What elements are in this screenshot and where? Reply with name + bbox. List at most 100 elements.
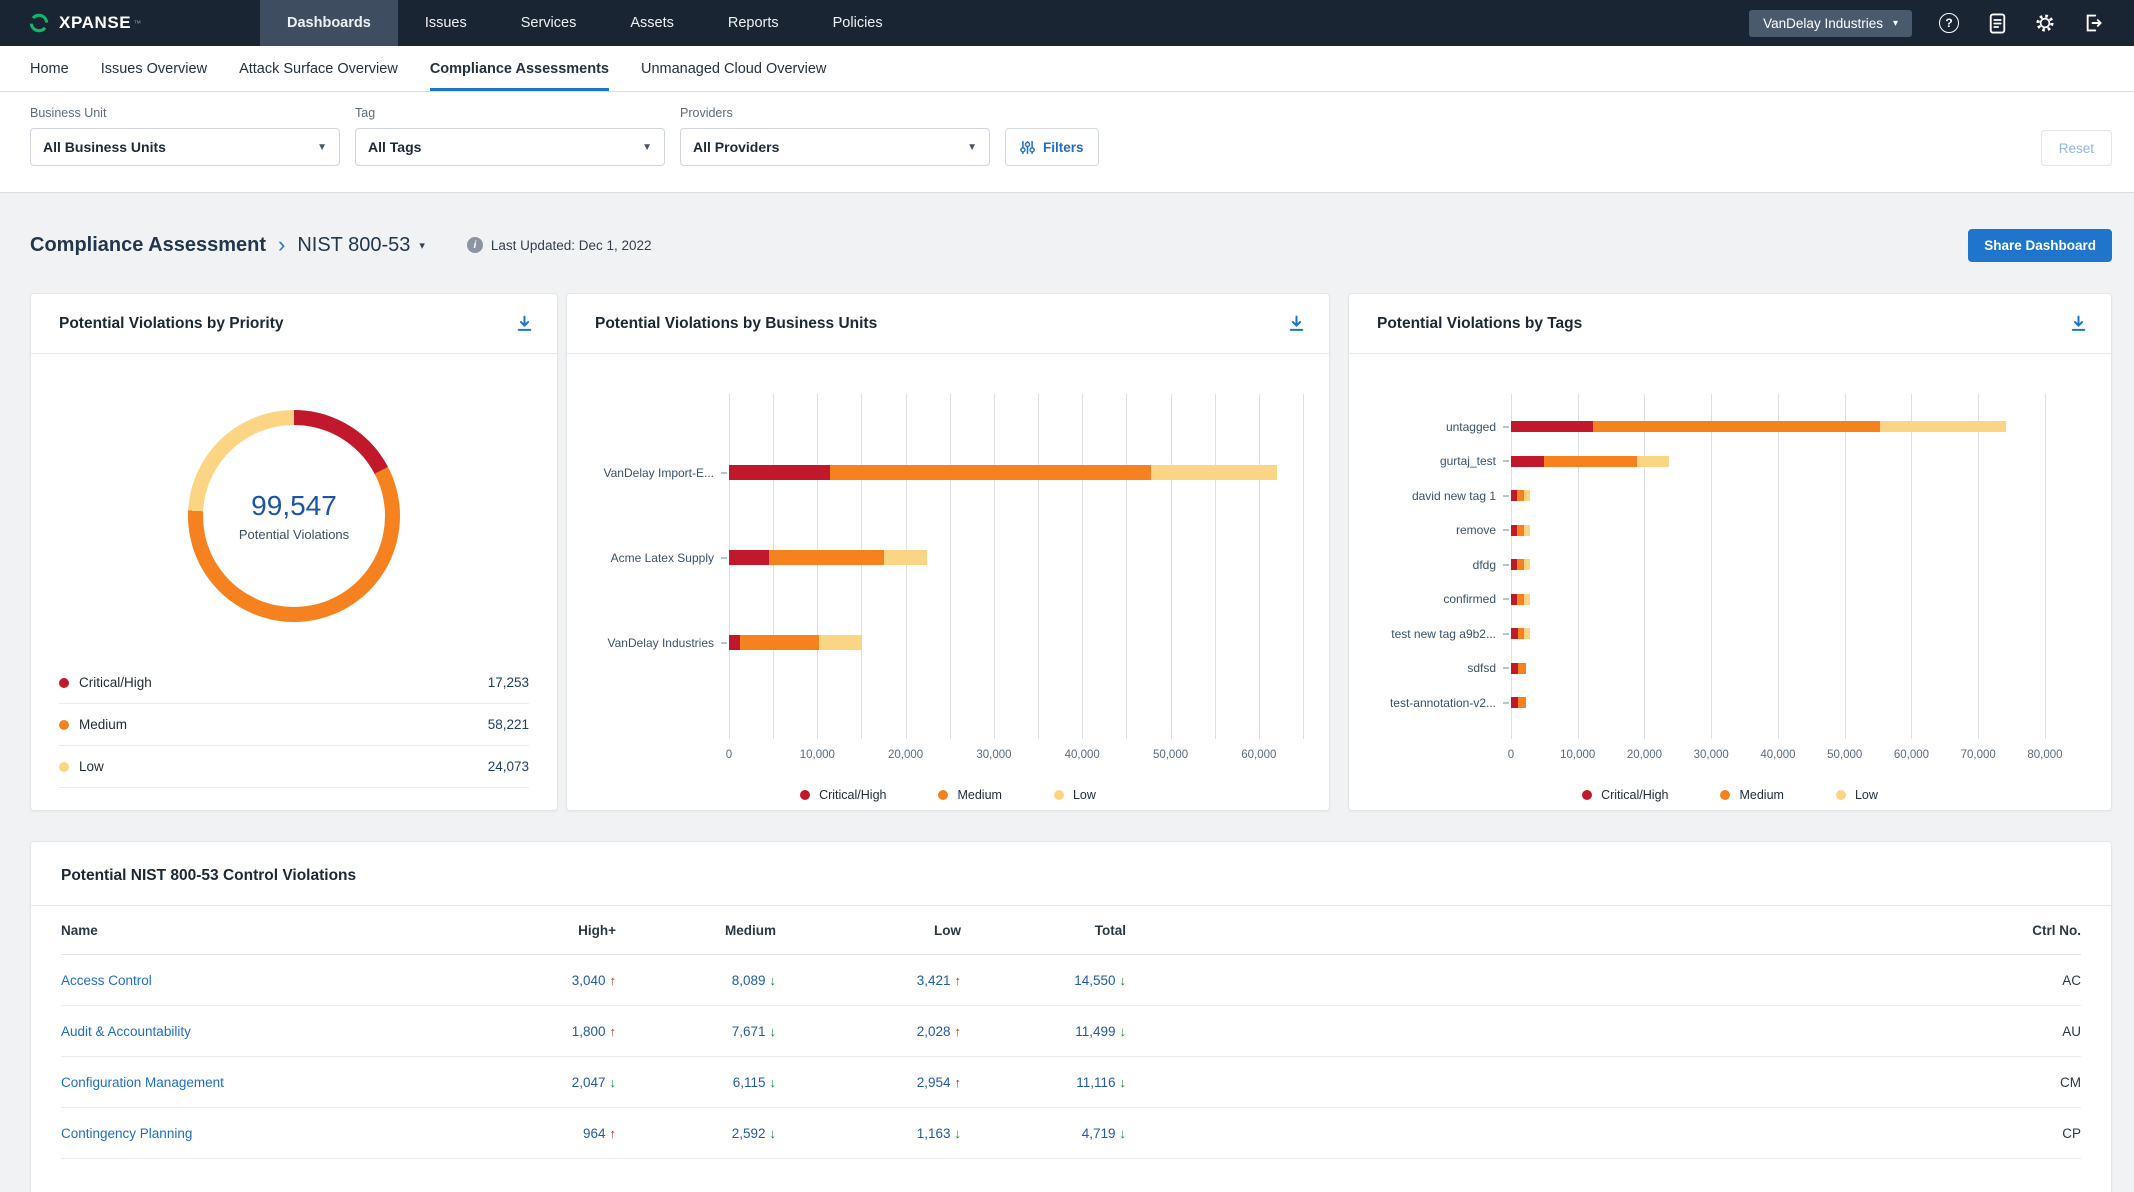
tab-compliance-assessments[interactable]: Compliance Assessments bbox=[429, 46, 609, 91]
settings-icon[interactable] bbox=[2034, 12, 2056, 34]
legend-item[interactable]: Medium bbox=[938, 788, 1002, 802]
download-icon[interactable] bbox=[1288, 315, 1305, 332]
legend-row[interactable]: Low 24,073 bbox=[59, 746, 529, 788]
bar-segment-critical-high[interactable] bbox=[729, 550, 769, 565]
legend-value: 17,253 bbox=[487, 675, 529, 690]
legend-row[interactable]: Critical/High 17,253 bbox=[59, 662, 529, 704]
ctrl-no-value: CP bbox=[2062, 1125, 2081, 1141]
account-switcher-button[interactable]: VanDelay Industries ▾ bbox=[1749, 9, 1912, 37]
bar-segment-medium[interactable] bbox=[768, 550, 884, 565]
trend-down-icon: ↓ bbox=[1119, 1125, 1127, 1141]
axis-label: 30,000 bbox=[1693, 749, 1729, 761]
legend-item[interactable]: Medium bbox=[1720, 788, 1784, 802]
reset-button[interactable]: Reset bbox=[2040, 130, 2112, 166]
bar-segment-low[interactable] bbox=[1523, 593, 1530, 605]
card-title: Potential Violations by Business Units bbox=[595, 314, 878, 332]
bar-segment-critical-high[interactable] bbox=[729, 635, 741, 650]
violations-table: Name High+ Medium Low Total Ctrl No. Access Co… bbox=[31, 906, 2111, 1159]
download-icon[interactable] bbox=[516, 315, 533, 332]
legend-row[interactable]: Medium 58,221 bbox=[59, 704, 529, 746]
business-unit-select[interactable]: All Business Units ▼ bbox=[30, 128, 340, 166]
bar-segment-medium[interactable] bbox=[1517, 628, 1525, 639]
bar-segment-critical-high[interactable] bbox=[1511, 490, 1517, 501]
trend-up-icon: ↑ bbox=[609, 972, 617, 988]
trend-down-icon: ↓ bbox=[1119, 972, 1127, 988]
high-value: 1,800 ↑ bbox=[571, 1023, 616, 1039]
help-icon[interactable]: ? bbox=[1938, 12, 1960, 34]
release-notes-icon[interactable] bbox=[1986, 12, 2008, 34]
nav-item-services[interactable]: Services bbox=[520, 15, 577, 31]
chevron-down-icon: ▼ bbox=[317, 141, 327, 153]
share-dashboard-button[interactable]: Share Dashboard bbox=[1968, 228, 2112, 262]
breadcrumb-root: Compliance Assessment bbox=[30, 233, 267, 256]
providers-select[interactable]: All Providers ▼ bbox=[680, 128, 990, 166]
nav-item-assets[interactable]: Assets bbox=[630, 15, 674, 31]
bar-segment-low[interactable] bbox=[1523, 524, 1530, 536]
breadcrumb-current: NIST 800-53 bbox=[297, 233, 411, 256]
tab-home[interactable]: Home bbox=[30, 60, 69, 77]
bar-segment-low[interactable] bbox=[819, 635, 863, 650]
tag-select[interactable]: All Tags ▼ bbox=[355, 128, 665, 166]
tab-unmanaged-cloud-overview[interactable]: Unmanaged Cloud Overview bbox=[641, 60, 827, 77]
tab-attack-surface-overview[interactable]: Attack Surface Overview bbox=[239, 60, 398, 77]
page-header: Compliance Assessment › NIST 800-53 ▾ i … bbox=[30, 223, 2112, 267]
legend-dot bbox=[938, 790, 949, 800]
bar-segment-critical-high[interactable] bbox=[1511, 697, 1518, 708]
legend-item[interactable]: Critical/High bbox=[1582, 788, 1668, 802]
info-icon[interactable]: i bbox=[466, 237, 483, 253]
bar-segment-critical-high[interactable] bbox=[1511, 628, 1518, 639]
legend-item[interactable]: Low bbox=[1053, 788, 1096, 802]
total-value: 14,550 ↓ bbox=[1074, 972, 1127, 988]
account-name: VanDelay Industries bbox=[1763, 15, 1883, 31]
bar-segment-low[interactable] bbox=[1637, 455, 1669, 467]
bar-segment-critical-high[interactable] bbox=[1511, 559, 1517, 570]
nav-item-dashboards[interactable]: Dashboards bbox=[260, 0, 398, 46]
filters-button[interactable]: Filters bbox=[1005, 128, 1099, 166]
axis-label: 0 bbox=[1507, 749, 1515, 761]
download-icon[interactable] bbox=[2070, 315, 2087, 332]
tag-label: Tag bbox=[355, 106, 376, 120]
bar-segment-low[interactable] bbox=[1524, 628, 1530, 639]
bar-segment-medium[interactable] bbox=[1593, 421, 1881, 432]
control-link[interactable]: Access Control bbox=[61, 972, 152, 988]
table-header-row: Name High+ Medium Low Total Ctrl No. bbox=[61, 906, 2081, 955]
chart-x-axis: 0 10,000 20,000 30,000 40,000 50,000 60,000 bbox=[726, 749, 1303, 767]
legend-item[interactable]: Low bbox=[1835, 788, 1878, 802]
bar-segment-low[interactable] bbox=[883, 550, 927, 565]
nav-item-reports[interactable]: Reports bbox=[727, 15, 779, 31]
bar-segment-medium[interactable] bbox=[1517, 662, 1526, 674]
bar-segment-medium[interactable] bbox=[740, 635, 820, 650]
priority-donut-chart[interactable]: 99,547 Potential Violations bbox=[188, 410, 400, 622]
bar-segment-low[interactable] bbox=[1523, 559, 1530, 570]
logout-icon[interactable] bbox=[2082, 12, 2104, 34]
bar-segment-medium[interactable] bbox=[1543, 455, 1638, 467]
control-link[interactable]: Audit & Accountability bbox=[61, 1023, 191, 1039]
bar-segment-low[interactable] bbox=[1880, 421, 2006, 432]
bar-segment-critical-high[interactable] bbox=[1511, 421, 1594, 432]
tab-issues-overview[interactable]: Issues Overview bbox=[100, 60, 208, 77]
brand-logo[interactable]: XPANSE ™ bbox=[0, 0, 260, 46]
legend-label: Critical/High bbox=[1601, 788, 1669, 802]
bar-segment-low[interactable] bbox=[1150, 465, 1277, 480]
bar-segment-critical-high[interactable] bbox=[1511, 524, 1517, 536]
framework-selector[interactable]: NIST 800-53 ▾ bbox=[297, 234, 425, 257]
nav-item-issues[interactable]: Issues bbox=[424, 15, 467, 31]
axis-label: 80,000 bbox=[2027, 749, 2063, 761]
bar-segment-medium[interactable] bbox=[1517, 697, 1526, 708]
medium-value: 8,089 ↓ bbox=[731, 972, 776, 988]
bar-segment-critical-high[interactable] bbox=[1511, 662, 1518, 674]
legend-item[interactable]: Critical/High bbox=[800, 788, 886, 802]
bar-segment-critical-high[interactable] bbox=[1511, 455, 1544, 467]
bar-segment-medium[interactable] bbox=[1517, 490, 1524, 501]
bar-segment-low[interactable] bbox=[1523, 490, 1530, 501]
bar-segment-medium[interactable] bbox=[830, 465, 1151, 480]
control-link[interactable]: Contingency Planning bbox=[61, 1125, 193, 1141]
nav-item-policies[interactable]: Policies bbox=[832, 15, 883, 31]
bar-segment-medium[interactable] bbox=[1517, 559, 1524, 570]
axis-label: 40,000 bbox=[1760, 749, 1796, 761]
control-link[interactable]: Configuration Management bbox=[61, 1074, 224, 1090]
bar-segment-medium[interactable] bbox=[1517, 524, 1524, 536]
bar-segment-critical-high[interactable] bbox=[1511, 593, 1517, 605]
bar-segment-critical-high[interactable] bbox=[729, 465, 831, 480]
bar-segment-medium[interactable] bbox=[1517, 593, 1524, 605]
